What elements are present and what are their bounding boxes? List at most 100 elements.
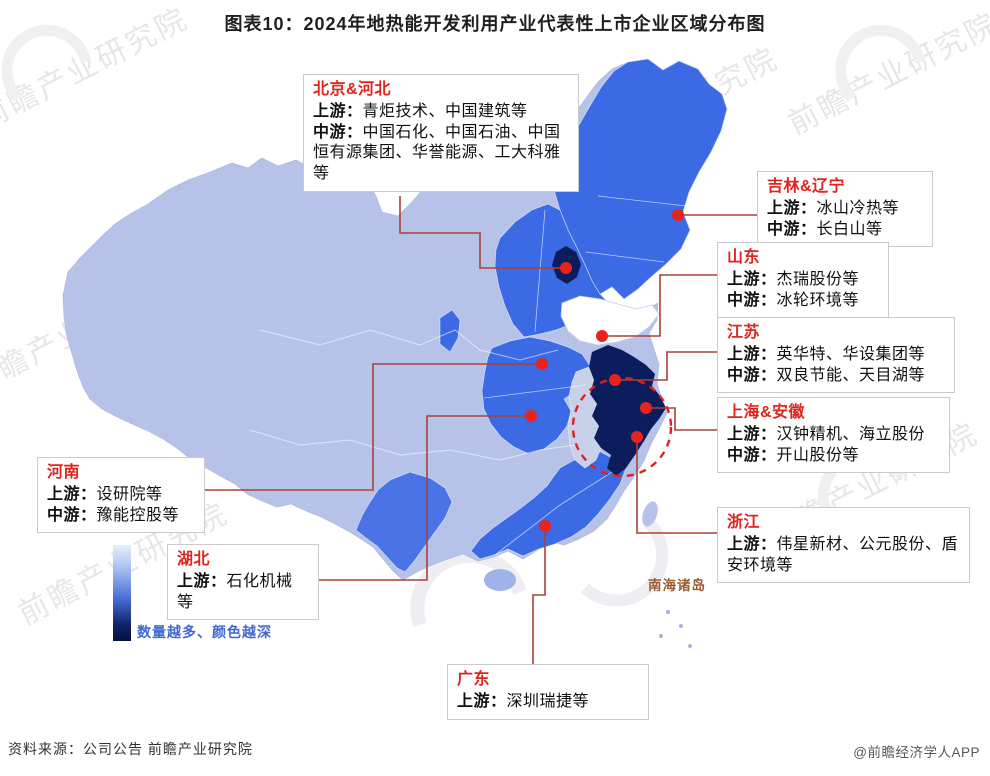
tier-label: 上游： bbox=[457, 692, 507, 710]
companies-text: 伟星新材、公元股份、盾安环境等 bbox=[727, 535, 959, 574]
tier-label: 上游： bbox=[727, 345, 777, 363]
callout-jilin-liaoning: 吉林&辽宁 上游：冰山冷热等 中游：长白山等 bbox=[757, 171, 933, 248]
connector-beijing-hebei bbox=[399, 196, 566, 269]
callout-line: 上游：汉钟精机、海立股份 bbox=[727, 425, 940, 446]
location-dots bbox=[525, 209, 684, 532]
dot-guangdong bbox=[539, 520, 551, 532]
callout-line: 上游：英华特、华设集团等 bbox=[727, 345, 945, 366]
dot-shandong bbox=[596, 330, 608, 342]
region-title: 北京&河北 bbox=[313, 81, 392, 98]
connector-henan bbox=[205, 363, 542, 491]
connector-guangdong bbox=[532, 526, 546, 664]
companies-text: 双良节能、天目湖等 bbox=[776, 366, 926, 384]
dot-jiangsu bbox=[609, 374, 621, 386]
source-note: 资料来源：公司公告 前瞻产业研究院 bbox=[8, 741, 253, 757]
south-sea-islands bbox=[659, 610, 692, 648]
callout-line: 上游：设研院等 bbox=[47, 485, 195, 506]
taiwan-island bbox=[642, 501, 658, 527]
callout-line: 中游：双良节能、天目湖等 bbox=[727, 366, 945, 387]
connector-jiangsu bbox=[615, 351, 717, 381]
connector-hubei bbox=[318, 415, 531, 581]
region-yangtze-delta bbox=[589, 345, 666, 476]
callout-line: 上游：冰山冷热等 bbox=[767, 199, 923, 220]
tier-label: 上游： bbox=[47, 485, 97, 503]
callout-guangdong: 广东 上游：深圳瑞捷等 bbox=[447, 664, 649, 720]
region-title: 上海&安徽 bbox=[727, 404, 806, 421]
callout-jiangsu: 江苏 上游：英华特、华设集团等 中游：双良节能、天目湖等 bbox=[717, 317, 955, 394]
region-ningxia bbox=[439, 309, 461, 353]
companies-text: 冰轮环境等 bbox=[776, 291, 860, 309]
dot-jilin-liaoning bbox=[672, 209, 684, 221]
callout-line: 中游：豫能控股等 bbox=[47, 506, 195, 527]
companies-text: 设研院等 bbox=[96, 485, 163, 503]
callout-line: 上游：伟星新材、公元股份、盾安环境等 bbox=[727, 535, 960, 577]
tier-label: 中游： bbox=[767, 220, 817, 238]
watermark-swoosh bbox=[1, 24, 92, 102]
connector-lines bbox=[205, 196, 757, 664]
callout-line: 中游：开山股份等 bbox=[727, 446, 940, 467]
region-title: 广东 bbox=[457, 671, 491, 688]
region-title: 河南 bbox=[47, 464, 81, 481]
yangtze-river bbox=[249, 429, 576, 461]
tier-label: 中游： bbox=[47, 506, 97, 524]
tier-label: 中游： bbox=[727, 366, 777, 384]
yellow-river bbox=[259, 329, 559, 361]
companies-text: 冰山冷热等 bbox=[816, 199, 900, 217]
tier-label: 上游： bbox=[767, 199, 817, 217]
callout-hubei: 湖北 上游：石化机械等 bbox=[167, 544, 319, 621]
companies-text: 汉钟精机、海立股份 bbox=[776, 425, 926, 443]
callout-shanghai-anhui: 上海&安徽 上游：汉钟精机、海立股份 中游：开山股份等 bbox=[717, 397, 950, 474]
companies-text: 长白山等 bbox=[816, 220, 883, 238]
connector-shanghai-anhui bbox=[646, 407, 717, 431]
dot-beijing bbox=[560, 262, 572, 274]
callout-line: 中游：冰轮环境等 bbox=[727, 291, 879, 312]
dot-zhejiang bbox=[631, 431, 643, 443]
province-borders bbox=[483, 195, 687, 556]
connector-shandong bbox=[602, 274, 717, 337]
companies-text: 豫能控股等 bbox=[96, 506, 180, 524]
companies-text: 石化机械等 bbox=[177, 572, 293, 611]
region-title: 吉林&辽宁 bbox=[767, 178, 846, 195]
dot-shanghai-anhui bbox=[640, 402, 652, 414]
figure-title: 图表10：2024年地热能开发利用产业代表性上市企业区域分布图 bbox=[224, 14, 766, 34]
companies-text: 杰瑞股份等 bbox=[776, 270, 860, 288]
dot-henan bbox=[536, 358, 548, 370]
region-title: 江苏 bbox=[727, 324, 761, 341]
watermark-swoosh bbox=[835, 24, 926, 102]
callout-line: 上游：青炬技术、中国建筑等 bbox=[313, 102, 569, 123]
region-title: 山东 bbox=[727, 249, 761, 266]
tier-label: 上游： bbox=[727, 425, 777, 443]
callout-henan: 河南 上游：设研院等 中游：豫能控股等 bbox=[37, 457, 205, 534]
callout-zhejiang: 浙江 上游：伟星新材、公元股份、盾安环境等 bbox=[717, 507, 970, 584]
region-shandong bbox=[560, 295, 660, 346]
callout-shandong: 山东 上游：杰瑞股份等 中游：冰轮环境等 bbox=[717, 242, 889, 319]
companies-text: 英华特、华设集团等 bbox=[776, 345, 926, 363]
tier-label: 上游： bbox=[727, 270, 777, 288]
callout-line: 上游：石化机械等 bbox=[177, 572, 309, 614]
watermark-swoosh bbox=[580, 517, 669, 607]
tier-label: 中游： bbox=[727, 446, 777, 464]
region-title: 湖北 bbox=[177, 551, 211, 568]
hainan-island bbox=[484, 569, 516, 591]
legend-caption: 数量越多、颜色越深 bbox=[137, 624, 272, 640]
callout-beijing-hebei: 北京&河北 上游：青炬技术、中国建筑等 中游：中国石化、中国石油、中国恒有源集团… bbox=[303, 74, 579, 192]
companies-text: 开山股份等 bbox=[776, 446, 860, 464]
companies-text: 深圳瑞捷等 bbox=[506, 692, 590, 710]
callout-line: 上游：杰瑞股份等 bbox=[727, 270, 879, 291]
tier-label: 中游： bbox=[313, 123, 363, 141]
connector-zhejiang bbox=[636, 437, 717, 534]
region-henan-hubei bbox=[481, 336, 591, 455]
tier-label: 上游： bbox=[177, 572, 227, 590]
south-china-sea-label: 南海诸岛 bbox=[648, 578, 706, 593]
tier-label: 中游： bbox=[727, 291, 777, 309]
region-yunnan bbox=[355, 471, 453, 573]
callout-line: 中游：长白山等 bbox=[767, 220, 923, 241]
callout-line: 中游：中国石化、中国石油、中国恒有源集团、华誉能源、工大科雅等 bbox=[313, 123, 569, 185]
callout-line: 上游：深圳瑞捷等 bbox=[457, 692, 639, 713]
dot-hubei bbox=[525, 410, 537, 422]
tier-label: 上游： bbox=[313, 102, 363, 120]
companies-text: 青炬技术、中国建筑等 bbox=[362, 102, 528, 120]
companies-text: 中国石化、中国石油、中国恒有源集团、华誉能源、工大科雅等 bbox=[313, 123, 561, 183]
